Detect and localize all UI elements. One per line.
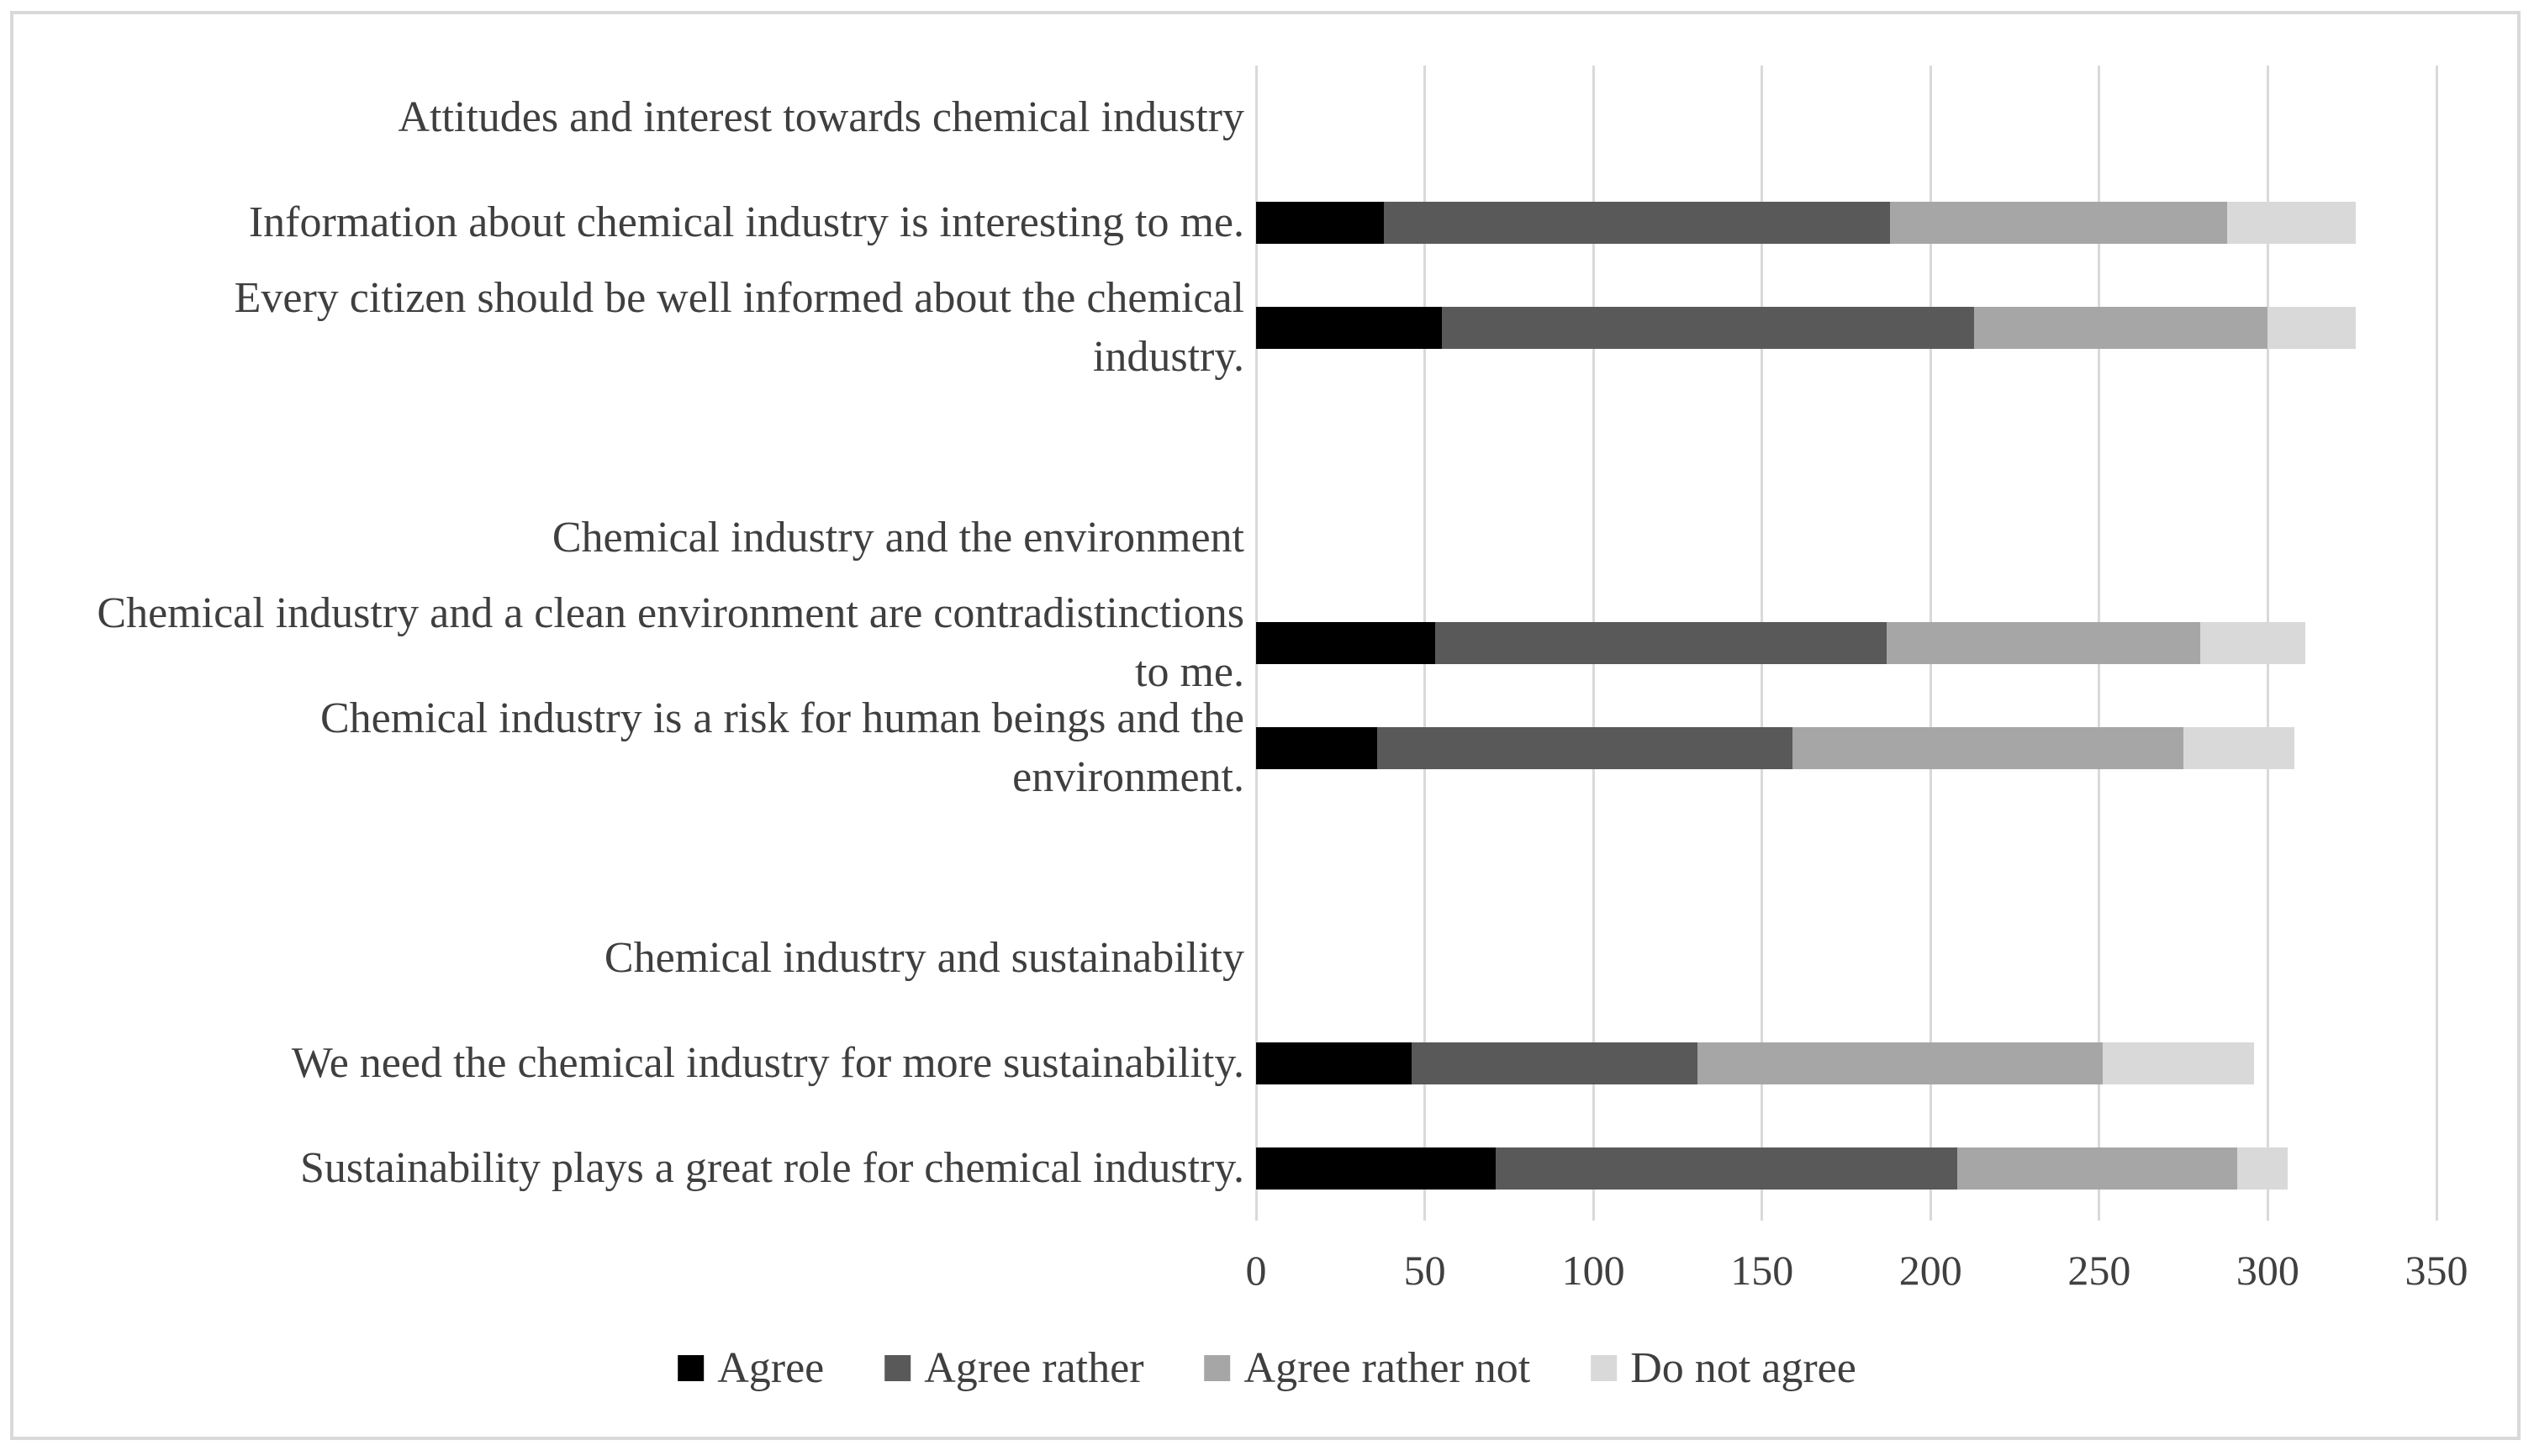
bar-segment-agree-rather [1411,1042,1698,1084]
bar-segment-agree [1256,1147,1496,1190]
x-axis-tick-label: 200 [1898,1247,1962,1294]
legend: Agree Agree rather Agree rather not Do not … [678,1343,1856,1393]
category-label: Every citizen should be well informed ab… [234,274,1244,382]
bar-segment-agree [1256,726,1378,769]
bar-segment-agree-rather-not [1697,1042,2103,1084]
bar-segment-agree-rather [1495,1147,1958,1190]
stacked-bar [1256,1042,2255,1084]
bar-segment-do-not-agree [2237,1147,2289,1190]
x-axis-tick-label: 350 [2405,1247,2468,1294]
legend-marker-do-not-agree [1591,1355,1618,1381]
bar-segment-agree-rather-not [1974,307,2268,350]
bar-segment-agree-rather-not [1792,726,2184,769]
x-axis-tick-label: 50 [1403,1247,1446,1294]
bar-segment-agree [1256,1042,1412,1084]
category-label: Chemical industry and a clean environmen… [97,588,1244,696]
bar-segment-agree [1256,622,1435,664]
bar-segment-agree-rather [1434,622,1887,664]
bar-segment-do-not-agree [2267,307,2356,350]
section-header-label: Attitudes and interest towards chemical … [398,93,1244,142]
category-label: Sustainability plays a great role for ch… [300,1143,1244,1192]
bar-segment-agree-rather [1377,726,1792,769]
bar-segment-agree-rather [1384,202,1891,245]
legend-label: Do not agree [1630,1344,1856,1392]
x-axis-tick-label: 150 [1730,1247,1794,1294]
category-label: We need the chemical industry for more s… [291,1038,1244,1087]
legend-label: Agree [717,1344,825,1392]
stacked-bar [1256,622,2305,664]
stacked-bar [1256,1147,2289,1190]
bar-segment-agree [1256,307,1442,350]
bar-segment-agree-rather-not [1957,1147,2238,1190]
category-label: Information about chemical industry is i… [248,198,1244,247]
bar-segment-agree-rather [1441,307,1975,350]
bar-segment-do-not-agree [2183,726,2295,769]
category-label: Chemical industry is a risk for human be… [319,694,1244,801]
legend-item-agree: Agree [678,1343,824,1393]
bar-segment-do-not-agree [2200,622,2305,664]
stacked-bar [1256,726,2295,769]
bar-segment-agree-rather-not [1887,622,2201,664]
bar-segment-agree [1256,202,1385,245]
stacked-bar [1256,202,2356,245]
legend-marker-agree-rather-not [1204,1355,1231,1381]
section-header-label: Chemical industry and the environment [552,514,1244,562]
bar-segment-do-not-agree [2227,202,2356,245]
stacked-bar [1256,307,2356,350]
legend-item-agree-rather-not: Agree rather not [1204,1343,1531,1393]
legend-item-agree-rather: Agree rather [884,1343,1144,1393]
bar-segment-agree-rather-not [1890,202,2228,245]
section-header-label: Chemical industry and sustainability [604,933,1244,982]
legend-marker-agree-rather [884,1355,911,1381]
x-axis-tick-label: 250 [2067,1247,2131,1294]
legend-item-do-not-agree: Do not agree [1591,1343,1856,1393]
x-axis-tick-label: 0 [1245,1247,1267,1294]
bar-segment-do-not-agree [2102,1042,2255,1084]
legend-label: Agree rather [924,1344,1144,1392]
x-axis-tick-label: 300 [2236,1247,2299,1294]
x-axis-tick-label: 100 [1561,1247,1625,1294]
legend-label: Agree rather not [1243,1344,1531,1392]
gridline-x-350 [2435,66,2438,1221]
legend-marker-agree [678,1355,705,1381]
